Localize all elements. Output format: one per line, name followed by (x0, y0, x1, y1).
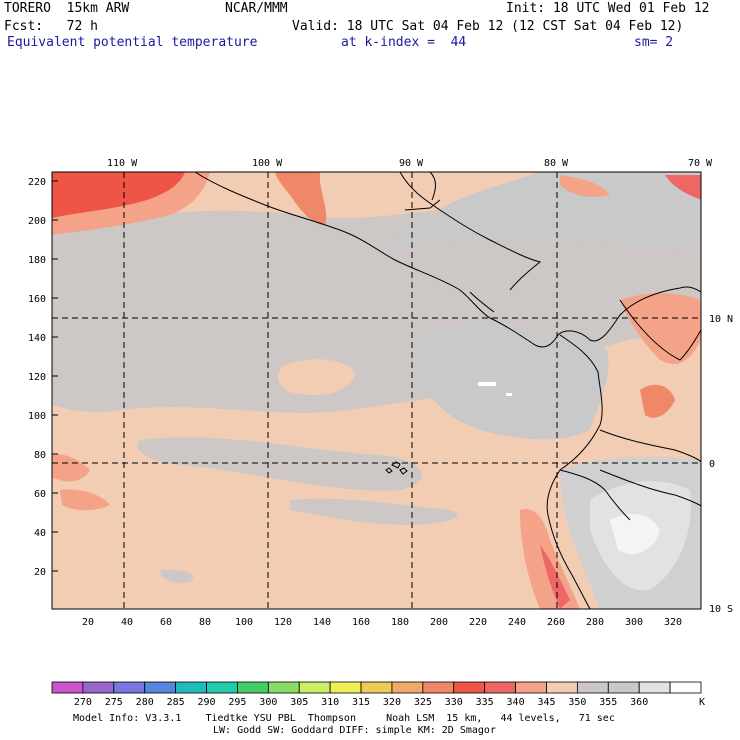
grid-x-label: 140 (313, 617, 331, 628)
grid-x-label: 80 (199, 617, 211, 628)
organization: NCAR/MMM (225, 1, 288, 16)
lon-label-80w: 80 W (544, 158, 569, 169)
colorbar-cell (175, 681, 207, 694)
grid-x-label: 320 (664, 617, 682, 628)
grid-x-label: 100 (235, 617, 253, 628)
colorbar-level-label: 360 (630, 697, 648, 708)
colorbar-level-label: 315 (352, 697, 370, 708)
equivalent-potential-temperature-field (52, 172, 701, 609)
colorbar-level-label: 290 (197, 697, 215, 708)
left-grid-labels: 220 200 180 160 140 120 100 80 60 40 20 (28, 177, 46, 578)
colorbar-level-label: 285 (167, 697, 185, 708)
colorbar-level-label: 275 (105, 697, 123, 708)
init-time: Init: 18 UTC Wed 01 Feb 12 (506, 1, 710, 16)
grid-x-label: 260 (547, 617, 565, 628)
valid-time: Valid: 18 UTC Sat 04 Feb 12 (12 CST Sat … (292, 19, 684, 34)
level-info: at k-index = 44 (341, 35, 467, 50)
colorbar (51, 681, 702, 694)
colorbar-cell (546, 681, 578, 694)
colorbar-cell (360, 681, 393, 694)
field-name: Equivalent potential temperature (7, 35, 258, 50)
colorbar-level-label: 345 (537, 697, 555, 708)
colorbar-cell (515, 681, 547, 694)
grid-x-label: 40 (121, 617, 133, 628)
grid-y-label: 40 (34, 528, 46, 539)
colorbar-cell (638, 681, 671, 694)
colorbar-level-label: 305 (290, 697, 308, 708)
colorbar-labels: 270 275 280 285 290 295 300 305 310 315 320 325 330 3… (74, 697, 648, 708)
colorbar-cell (669, 681, 702, 694)
lat-label-10n: 10 N (709, 314, 733, 325)
colorbar-cell (206, 681, 238, 694)
lon-label-90w: 90 W (399, 158, 424, 169)
lat-label-0: 0 (709, 459, 715, 470)
colorbar-level-label: 295 (228, 697, 246, 708)
grid-y-label: 180 (28, 255, 46, 266)
colorbar-cell (576, 681, 609, 694)
grid-x-label: 240 (508, 617, 526, 628)
grid-y-label: 20 (34, 567, 46, 578)
colorbar-cell (144, 681, 177, 694)
grid-y-label: 200 (28, 216, 46, 227)
colorbar-level-label: 320 (383, 697, 401, 708)
lat-label-10s: 10 S (709, 604, 733, 615)
colorbar-cell (422, 681, 455, 694)
colorbar-unit: K (699, 697, 705, 708)
grid-y-label: 140 (28, 333, 46, 344)
colorbar-level-label: 270 (74, 697, 92, 708)
bottom-grid-labels: 20 40 60 80 100 120 140 160 180 200 220 … (82, 617, 682, 628)
coastlines (194, 172, 701, 609)
grid-x-label: 300 (625, 617, 643, 628)
colorbar-cell (113, 681, 146, 694)
colorbar-level-label: 300 (259, 697, 277, 708)
colorbar-level-label: 350 (568, 697, 586, 708)
grid-y-label: 120 (28, 372, 46, 383)
grid-y-label: 160 (28, 294, 46, 305)
colorbar-cell (391, 681, 424, 694)
model-info-line1: Model Info: V3.3.1 Tiedtke YSU PBL Thomp… (73, 713, 615, 724)
grid-x-label: 180 (391, 617, 409, 628)
colorbar-cell (51, 681, 84, 694)
colorbar-level-label: 330 (445, 697, 463, 708)
grid-y-label: 60 (34, 489, 46, 500)
smoothing-info: sm= 2 (634, 35, 674, 50)
lon-label-70w: 70 W (688, 158, 713, 169)
colorbar-cell (237, 681, 269, 694)
grid-x-label: 200 (430, 617, 448, 628)
colorbar-level-label: 335 (476, 697, 494, 708)
colorbar-cell (298, 681, 331, 694)
grid-x-label: 60 (160, 617, 172, 628)
map-frame (51, 171, 702, 610)
colorbar-level-label: 325 (414, 697, 432, 708)
forecast-hour: Fcst: 72 h (4, 19, 98, 34)
grid-y-label: 80 (34, 450, 46, 461)
grid-x-label: 280 (586, 617, 604, 628)
colorbar-level-label: 355 (599, 697, 617, 708)
colorbar-cell (607, 681, 640, 694)
model-name: TORERO 15km ARW (4, 1, 130, 16)
grid-x-label: 220 (469, 617, 487, 628)
grid-x-label: 160 (352, 617, 370, 628)
colorbar-level-label: 310 (321, 697, 339, 708)
colorbar-level-label: 340 (507, 697, 525, 708)
lon-label-100w: 100 W (252, 158, 283, 169)
colorbar-cell (484, 681, 516, 694)
left-ticks (52, 180, 58, 572)
graticule (52, 172, 701, 609)
colorbar-cell (453, 681, 486, 694)
model-info-line2: LW: Godd SW: Goddard DIFF: simple KM: 2D… (213, 725, 496, 736)
lon-label-110w: 110 W (107, 158, 138, 169)
colorbar-level-label: 280 (136, 697, 154, 708)
grid-x-label: 20 (82, 617, 94, 628)
grid-x-label: 120 (274, 617, 292, 628)
grid-y-label: 220 (28, 177, 46, 188)
grid-y-label: 100 (28, 411, 46, 422)
colorbar-cell (267, 681, 300, 694)
colorbar-cell (329, 681, 362, 694)
colorbar-cell (82, 681, 115, 694)
